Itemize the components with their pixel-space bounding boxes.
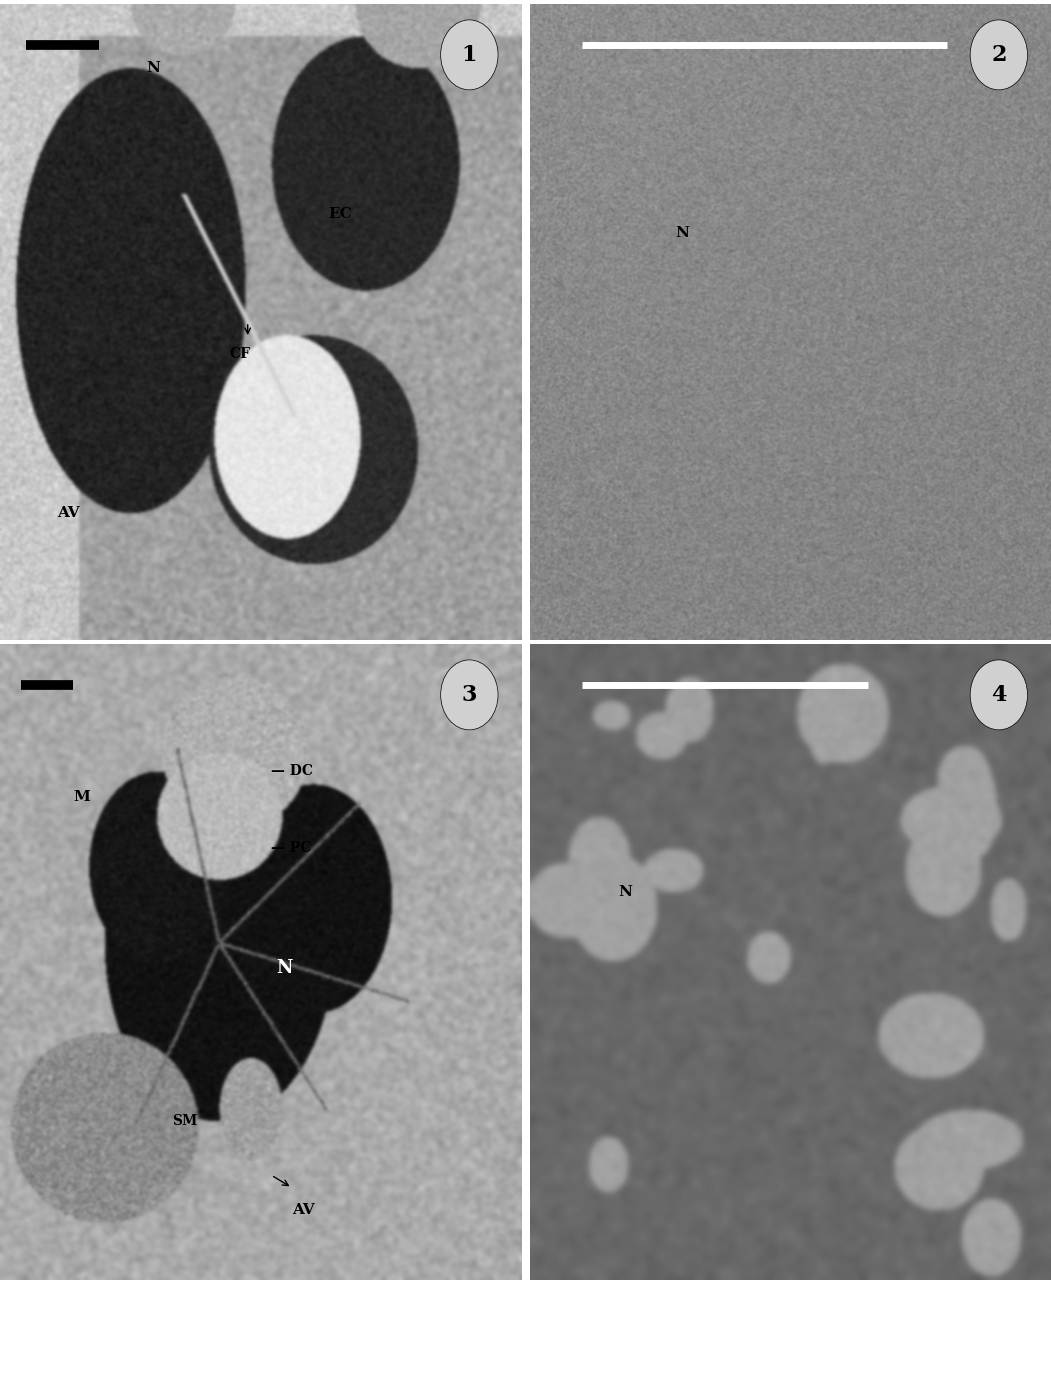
Text: alamy: alamy	[32, 1314, 163, 1352]
Text: N: N	[146, 61, 160, 75]
Text: CF: CF	[229, 346, 250, 361]
Text: AV: AV	[58, 506, 80, 520]
Text: Image ID: RHMD1X: Image ID: RHMD1X	[841, 1304, 1001, 1322]
Circle shape	[440, 19, 498, 90]
Circle shape	[970, 19, 1028, 90]
Text: 2: 2	[991, 44, 1007, 65]
Text: N: N	[676, 227, 689, 240]
Text: M: M	[73, 790, 90, 803]
Text: — DC: — DC	[271, 765, 313, 778]
Text: EC: EC	[329, 207, 352, 221]
Circle shape	[970, 660, 1028, 730]
Text: 1: 1	[461, 44, 477, 65]
Text: 4: 4	[991, 684, 1007, 706]
Text: www.alamy.com: www.alamy.com	[841, 1347, 1017, 1366]
Circle shape	[440, 660, 498, 730]
Text: AV: AV	[292, 1202, 314, 1218]
Text: — PC: — PC	[271, 841, 311, 855]
Text: 3: 3	[461, 684, 477, 706]
Text: N: N	[276, 959, 293, 977]
Text: SM: SM	[172, 1113, 198, 1129]
Text: N: N	[618, 885, 632, 899]
